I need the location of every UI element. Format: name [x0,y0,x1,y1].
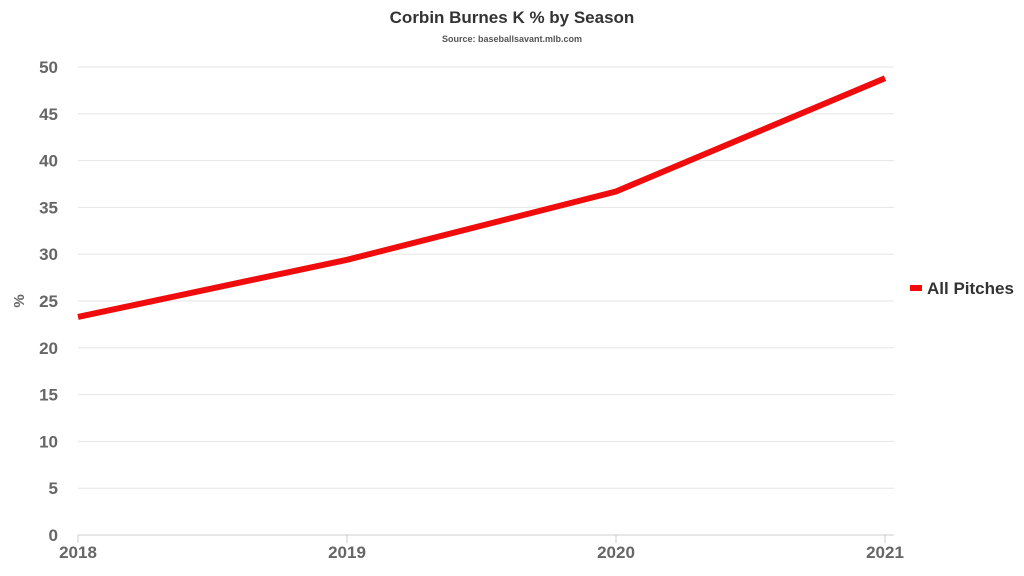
x-axis-ticks: 2018 2019 2020 2021 [59,535,904,562]
y-tick-label: 15 [39,386,58,405]
y-tick-label: 25 [39,292,58,311]
chart-subtitle: Source: baseballsavant.mlb.com [442,34,582,44]
y-axis-label: % [11,294,28,307]
chart-title: Corbin Burnes K % by Season [390,8,635,27]
y-tick-label: 0 [49,526,58,545]
y-tick-label: 50 [39,58,58,77]
y-tick-label: 35 [39,198,58,217]
legend-label[interactable]: All Pitches [927,279,1014,298]
x-tick-label: 2021 [866,543,904,562]
y-tick-label: 40 [39,152,58,171]
x-tick-label: 2020 [597,543,635,562]
series-group [75,75,888,320]
data-point[interactable] [613,188,619,194]
gridlines [78,66,894,489]
legend[interactable]: All Pitches [910,279,1014,298]
y-tick-label: 20 [39,339,58,358]
x-tick-label: 2019 [328,543,366,562]
y-tick-label: 30 [39,245,58,264]
data-point[interactable] [344,257,350,263]
y-axis-ticks: 0 5 10 15 20 25 30 35 40 45 50 [39,58,58,545]
x-tick-label: 2018 [59,543,97,562]
data-point[interactable] [75,314,81,320]
y-tick-label: 10 [39,432,58,451]
y-tick-label: 5 [49,479,58,498]
y-tick-label: 45 [39,105,58,124]
data-point[interactable] [882,75,888,81]
series-line[interactable] [77,75,887,320]
